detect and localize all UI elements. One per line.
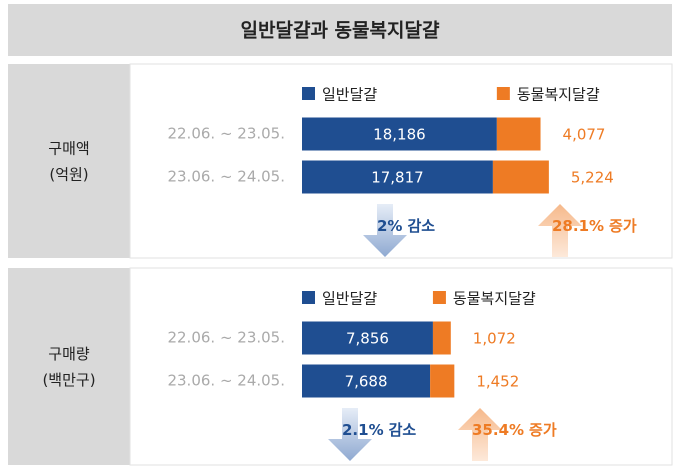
arrow-up (538, 204, 582, 257)
legend-swatch (432, 291, 446, 304)
bar-segment (302, 364, 431, 398)
arrow-down (328, 408, 372, 461)
title-bar (8, 4, 672, 56)
arrow-up (458, 408, 502, 461)
category-label: 22.06. ~ 23.05. (167, 329, 285, 347)
category-label: 22.06. ~ 23.05. (167, 125, 285, 143)
page-title: 일반달걀과 동물복지달걀 (241, 20, 440, 42)
legend-swatch (496, 87, 510, 100)
value-label: 7,856 (346, 330, 389, 348)
legend-label: 일반달걀 (322, 290, 377, 308)
bar-segment (302, 160, 493, 194)
legend-swatch (302, 291, 315, 304)
change-value: 35.4% (472, 421, 524, 439)
legend-label: 동물복지달걀 (453, 290, 536, 308)
change-text: 증가 (609, 217, 637, 235)
value-label: 7,688 (345, 373, 388, 391)
change-annotation: 2.1% 감소 (342, 421, 416, 439)
panel-label: 구매액 (48, 140, 89, 158)
change-text: 감소 (389, 421, 417, 439)
change-annotation: 2% 감소 (377, 217, 435, 235)
bar-segment (302, 321, 433, 355)
legend-label: 동물복지달걀 (517, 86, 600, 104)
value-label: 5,224 (571, 169, 614, 187)
panel-label: (백만구) (42, 371, 95, 389)
panel-label-bg (8, 64, 130, 258)
panel-label-bg (8, 268, 130, 465)
category-label: 23.06. ~ 24.05. (167, 168, 285, 186)
value-label: 18,186 (373, 126, 426, 144)
change-value: 2.1% (342, 421, 384, 439)
value-label: 1,452 (476, 373, 519, 391)
legend-swatch (302, 87, 315, 100)
bar-segment (496, 117, 541, 151)
bar-segment (492, 160, 549, 194)
value-label: 17,817 (371, 169, 424, 187)
change-text: 감소 (407, 217, 435, 235)
legend-label: 일반달걀 (322, 86, 377, 104)
change-annotation: 35.4% 증가 (472, 421, 557, 439)
change-value: 28.1% (552, 217, 604, 235)
bar-segment (302, 117, 497, 151)
change-value: 2% (377, 217, 402, 235)
category-label: 23.06. ~ 24.05. (167, 372, 285, 390)
bar-segment (432, 321, 451, 355)
value-label: 1,072 (473, 330, 516, 348)
bar-segment (430, 364, 455, 398)
panel-label: (억원) (49, 166, 88, 184)
change-text: 증가 (529, 421, 557, 439)
value-label: 4,077 (563, 126, 606, 144)
panel-label: 구매량 (48, 345, 90, 363)
change-annotation: 28.1% 증가 (552, 217, 637, 235)
arrow-down (363, 204, 407, 257)
